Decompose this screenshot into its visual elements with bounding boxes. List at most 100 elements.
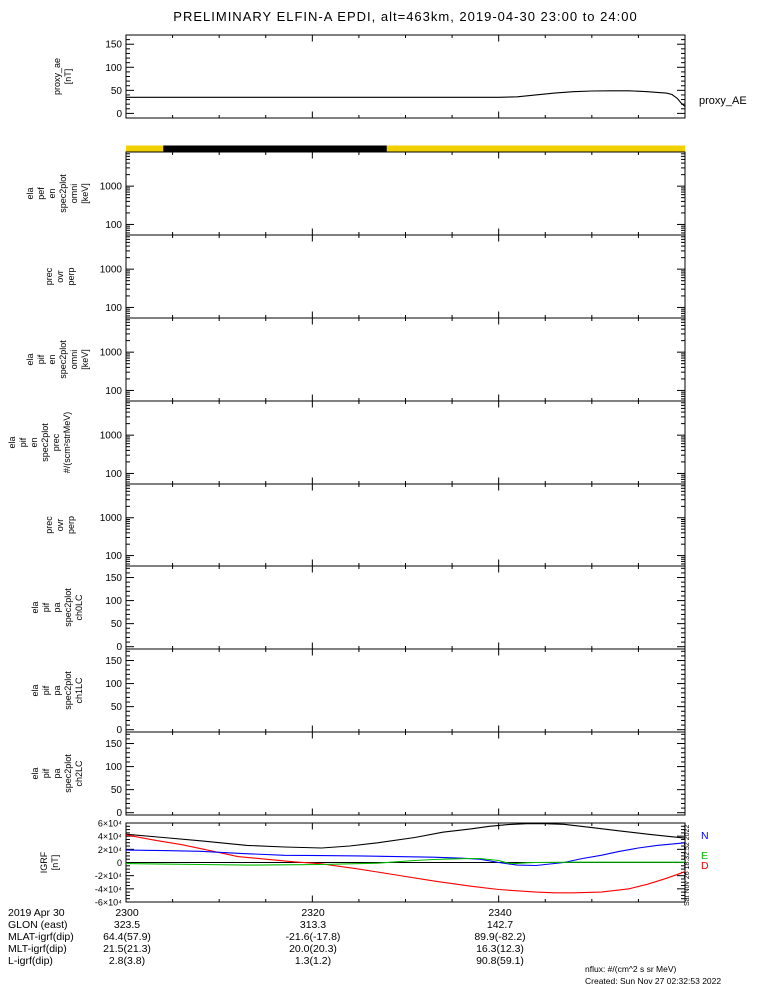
y-tick-label: 4×10⁴ <box>98 832 122 842</box>
panel-ela-pef-en-omni-label-line: pef <box>36 187 46 200</box>
status-bar-segment <box>126 145 164 152</box>
panel-pif-prec-ovr-perp-label-line: ovr <box>55 519 65 532</box>
ephemeris-row-label: GLON (east) <box>8 919 68 931</box>
y-tick-label: 100 <box>105 469 122 480</box>
y-tick-label: 150 <box>105 739 122 750</box>
series-D <box>125 834 686 894</box>
ephemeris-row-label: L-igrf(dip) <box>8 955 53 967</box>
panel-ela-pif-pa-ch0LC-label-line: ch0LC <box>74 594 84 621</box>
y-tick-label: 50 <box>111 86 123 97</box>
panel-ela-pif-pa-ch1LC-label-line: ch1LC <box>74 677 84 704</box>
y-tick-label: 2×10⁴ <box>98 845 122 855</box>
y-tick-label: 6×10⁴ <box>98 819 122 829</box>
ephemeris-value: 142.7 <box>486 919 514 931</box>
panel-ela-pif-pa-ch1LC-frame <box>125 648 686 733</box>
panel-ela-pif-pa-ch0LC-label-line: pif <box>41 602 51 612</box>
y-tick-label: 100 <box>105 220 122 231</box>
ephemeris-value: 16.3(12.3) <box>476 943 524 955</box>
y-tick-label: -4×10⁴ <box>95 884 122 894</box>
panel-pef-prec-ovr-perp-label-line: perp <box>66 267 76 285</box>
y-tick-label: 150 <box>105 40 122 51</box>
igrf-legend-E: E <box>701 850 709 862</box>
side-timestamp: Sat Nov 26 18:32:52 2022 <box>684 824 691 906</box>
panel-ela-pif-pa-ch1LC-label-line: pa <box>52 685 62 695</box>
right-label-proxy-ae: proxy_AE <box>699 95 747 107</box>
panel-ela-pif-en-prec-frame <box>125 400 686 485</box>
panel-ela-pif-pa-ch1LC-label-line: ela <box>30 684 40 696</box>
panel-ela-pif-en-omni-label-line: omni <box>69 350 79 370</box>
ephemeris-value: 2300 <box>115 907 139 919</box>
panel-proxy-ae-label-line: proxy_ae <box>52 58 62 95</box>
panel-ela-pif-pa-ch2LC: 0 50 100 150 ela pif pa spec2plot ch2LC <box>30 731 686 819</box>
panel-ela-pef-en-omni-label-line: omni <box>69 184 79 204</box>
panel-proxy-ae-label-line: [nT] <box>63 69 73 85</box>
panel-ela-pif-en-omni-frame <box>125 317 686 402</box>
panel-ela-pif-pa-ch2LC-frame <box>125 731 686 816</box>
panel-ela-pef-en-omni-label-line: ela <box>25 187 35 199</box>
panel-ela-pif-pa-ch0LC-label-line: spec2plot <box>63 588 73 627</box>
panel-pif-prec-ovr-perp-label-line: prec <box>44 516 54 534</box>
y-tick-label: 1000 <box>100 348 123 359</box>
series-B-black <box>125 823 686 849</box>
ephemeris-row-label: MLT-igrf(dip) <box>8 943 67 955</box>
panel-ela-pef-en-omni-label-line: en <box>47 188 57 198</box>
panel-ela-pif-pa-ch2LC-label-line: ela <box>30 767 40 779</box>
panel-ela-pif-en-prec-label-line: #/(scm²strMeV) <box>62 412 72 474</box>
ephemeris-row-label: 2019 Apr 30 <box>8 907 65 919</box>
panel-pef-prec-ovr-perp: 100 1000 prec ovr perp <box>44 234 686 319</box>
ephemeris-value: 20.0(20.3) <box>289 943 337 955</box>
y-tick-label: 1000 <box>100 431 123 442</box>
status-bar-segment <box>163 145 387 152</box>
panel-pif-prec-ovr-perp: 100 1000 prec ovr perp <box>44 483 686 567</box>
panel-ela-pif-pa-ch1LC: 0 50 100 150 ela pif pa spec2plot ch1LC <box>30 648 686 736</box>
panel-ela-pif-en-omni-label-line: en <box>47 354 57 364</box>
y-tick-label: 100 <box>105 551 122 562</box>
panel-pef-prec-ovr-perp-frame <box>125 234 686 319</box>
panel-igrf-label-line: IGRF <box>39 851 49 873</box>
y-tick-label: 150 <box>105 573 122 584</box>
panel-ela-pef-en-omni-label-line: spec2plot <box>58 174 68 213</box>
panel-pef-prec-ovr-perp-label-line: ovr <box>55 270 65 283</box>
ephemeris-value: 21.5(21.3) <box>103 943 151 955</box>
panel-ela-pif-en-omni-label-line: ela <box>25 353 35 365</box>
y-tick-label: 100 <box>105 762 122 773</box>
y-tick-label: 100 <box>105 63 122 74</box>
panel-ela-pif-en-omni-label-line: spec2plot <box>58 340 68 379</box>
series-E <box>125 857 685 866</box>
panel-igrf: 6×10⁴ 4×10⁴ 2×10⁴ 0 -2×10⁴ -4×10⁴ -6×10⁴ IGRF [n… <box>39 819 686 908</box>
y-tick-label: 100 <box>105 386 122 397</box>
panel-ela-pif-en-prec: 100 1000 ela pif en spec2plot prec #/(scm²strMe… <box>7 400 686 485</box>
panel-ela-pef-en-omni-frame <box>125 151 686 236</box>
panel-ela-pif-en-prec-label-line: pif <box>18 437 28 447</box>
panel-ela-pif-en-omni-label-line: [keV] <box>80 349 90 370</box>
y-tick-label: 0 <box>116 808 122 819</box>
ephemeris-value: 323.5 <box>113 919 141 931</box>
series-N <box>125 842 686 867</box>
panel-proxy-ae-frame <box>125 34 686 119</box>
panel-pif-prec-ovr-perp-label-line: perp <box>66 516 76 534</box>
footer-created-timestamp: Created: Sun Nov 27 02:32:53 2022 <box>585 976 722 986</box>
y-tick-label: 0 <box>116 109 122 120</box>
y-tick-label: 1000 <box>100 182 123 193</box>
ephemeris-value: 2340 <box>488 907 512 919</box>
panel-ela-pif-pa-ch2LC-label-line: pif <box>41 768 51 778</box>
y-tick-label: 100 <box>105 303 122 314</box>
panel-ela-pif-pa-ch2LC-label-line: spec2plot <box>63 754 73 793</box>
panel-proxy-ae: 0 50 100 150 proxy_ae [nT] <box>52 34 686 120</box>
panel-ela-pif-en-omni: 100 1000 ela pif en spec2plot omni [keV] <box>25 317 686 402</box>
panel-ela-pif-pa-ch0LC-label-line: ela <box>30 601 40 613</box>
ephemeris-value: -21.6(-17.8) <box>285 931 341 943</box>
ephemeris-value: 2320 <box>301 907 325 919</box>
panel-ela-pef-en-omni: 100 1000 ela pef en spec2plot omni [keV] <box>25 151 686 236</box>
panel-ela-pif-en-prec-label-line: en <box>29 437 39 447</box>
ephemeris-value: 64.4(57.9) <box>103 931 151 943</box>
panel-ela-pif-pa-ch0LC-frame <box>125 565 686 650</box>
panel-ela-pif-pa-ch2LC-label-line: pa <box>52 768 62 778</box>
panel-ela-pif-en-prec-label-line: spec2plot <box>40 423 50 462</box>
panel-ela-pif-en-omni-label-line: pif <box>36 354 46 364</box>
panel-ela-pif-pa-ch2LC-label-line: ch2LC <box>74 760 84 787</box>
panel-igrf-label-line: [nT] <box>50 855 60 871</box>
y-tick-label: 0 <box>116 642 122 653</box>
y-tick-label: 1000 <box>100 265 123 276</box>
ephemeris-row-label: MLAT-igrf(dip) <box>8 931 74 943</box>
